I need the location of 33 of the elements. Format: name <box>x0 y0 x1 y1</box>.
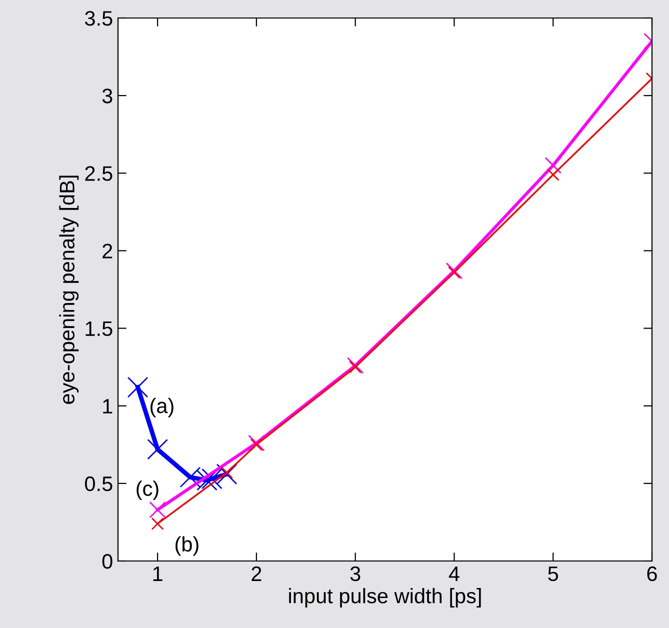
point <box>149 501 166 518</box>
y-tick-label: 0 <box>102 554 112 569</box>
y-tick-label: 0.5 <box>84 476 112 492</box>
point <box>147 438 168 460</box>
y-axis-title: eye-opening penalty [dB] <box>59 176 79 404</box>
y-tick-label: 3 <box>102 88 112 104</box>
point <box>220 466 234 479</box>
x-tick-label: 3 <box>350 566 360 582</box>
x-tick-label: 4 <box>448 566 460 581</box>
point <box>347 357 364 374</box>
x-tick-label: 5 <box>548 566 558 582</box>
point <box>127 376 148 398</box>
point <box>248 434 265 452</box>
y-tick-label: 1 <box>103 399 112 414</box>
y-tick-label: 1.5 <box>86 322 112 336</box>
series-label: (b) <box>176 536 198 556</box>
point <box>250 438 263 451</box>
point <box>151 518 164 530</box>
point <box>544 157 562 174</box>
series-label: (c) <box>136 480 158 500</box>
y-tick-label: 2.5 <box>85 166 112 181</box>
point <box>216 464 238 485</box>
x-axis-title: input pulse width [ps] <box>289 588 481 608</box>
point <box>546 168 560 181</box>
point <box>196 470 218 491</box>
x-tick-label: 1 <box>153 566 162 581</box>
point <box>448 266 460 279</box>
x-tick-label: 2 <box>252 566 262 581</box>
point <box>349 360 362 374</box>
series-label: (a) <box>150 398 174 418</box>
x-tick-label: 6 <box>647 566 657 582</box>
y-tick-label: 2 <box>102 244 112 258</box>
y-tick-label: 3.5 <box>84 11 112 26</box>
